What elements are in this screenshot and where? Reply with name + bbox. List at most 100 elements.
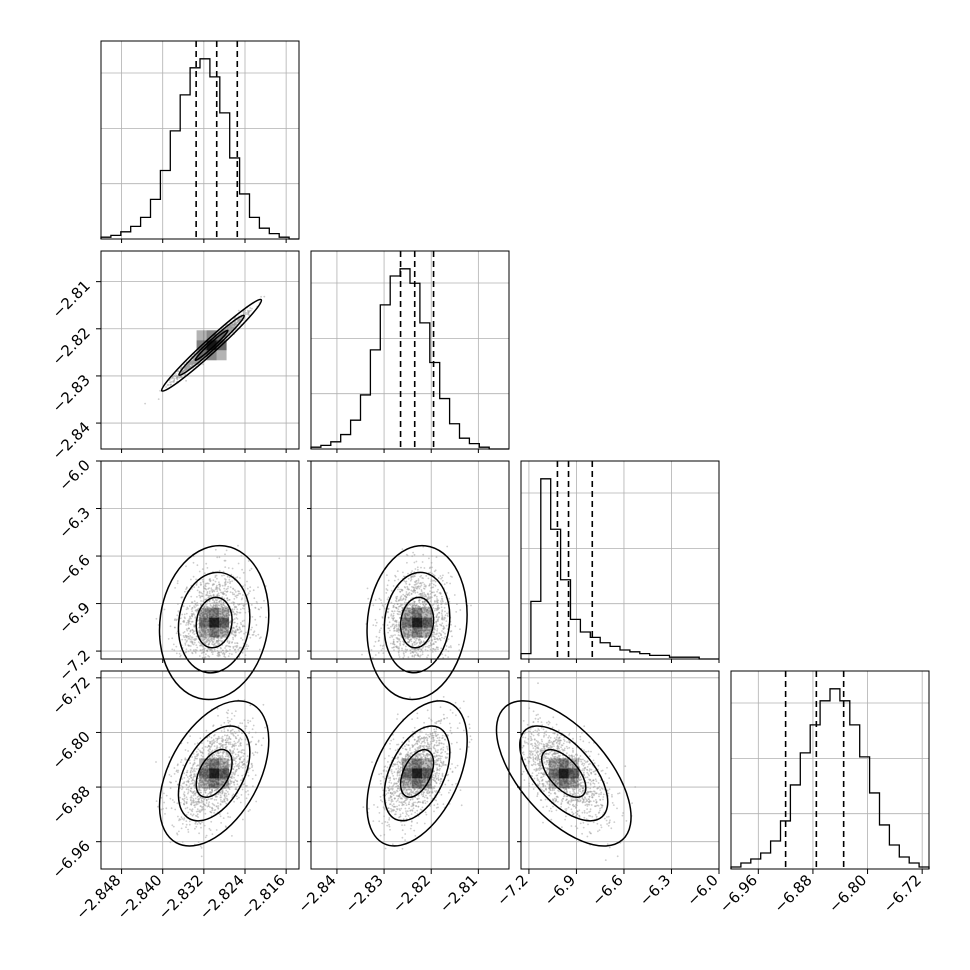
sample-point — [191, 651, 194, 654]
sample-point — [210, 595, 213, 597]
sample-point — [234, 629, 237, 632]
sample-point — [217, 806, 219, 809]
sample-point — [185, 565, 187, 568]
sample-point — [173, 767, 176, 769]
sample-point — [196, 601, 199, 604]
sample-point — [433, 594, 436, 597]
sample-point — [406, 637, 409, 640]
sample-point — [189, 629, 192, 632]
sample-point — [192, 361, 195, 364]
sample-point — [436, 637, 439, 640]
sample-point — [217, 805, 220, 807]
sample-point — [185, 379, 188, 382]
sample-point — [227, 729, 229, 731]
sample-point — [219, 584, 222, 587]
sample-point — [361, 653, 363, 656]
sample-point — [203, 616, 206, 618]
sample-point — [410, 589, 413, 592]
sample-point — [247, 645, 250, 647]
sample-point — [424, 585, 427, 588]
panel-background-3-3 — [731, 671, 929, 869]
sample-point — [438, 612, 440, 614]
sample-point — [243, 752, 246, 755]
sample-point — [207, 614, 210, 617]
sample-point — [213, 631, 216, 634]
sample-point — [211, 833, 214, 836]
sample-point — [413, 602, 416, 604]
sample-point — [204, 584, 207, 587]
sample-point — [252, 589, 255, 592]
sample-point — [186, 629, 189, 632]
sample-point — [201, 568, 204, 570]
sample-point — [198, 591, 201, 594]
sample-point — [209, 579, 212, 582]
sample-point — [443, 606, 446, 609]
sample-point — [399, 613, 401, 616]
sample-point — [428, 567, 431, 570]
sample-point — [444, 614, 447, 617]
sample-point — [190, 795, 193, 797]
sample-point — [213, 583, 215, 586]
sample-point — [187, 791, 190, 793]
sample-point — [263, 295, 266, 298]
sample-point — [413, 636, 416, 639]
sample-point — [436, 613, 439, 615]
sample-point — [179, 796, 182, 799]
sample-point — [233, 634, 236, 637]
sample-point — [200, 652, 203, 654]
sample-point — [401, 606, 403, 609]
sample-point — [194, 648, 197, 651]
sample-point — [227, 611, 230, 613]
sample-point — [390, 642, 392, 645]
sample-point — [191, 607, 194, 609]
sample-point — [392, 623, 395, 626]
sample-point — [176, 580, 179, 582]
sample-point — [186, 806, 189, 809]
sample-point — [237, 604, 240, 606]
sample-point — [405, 645, 407, 648]
sample-point — [245, 643, 248, 646]
sample-point — [181, 841, 184, 843]
sample-point — [246, 580, 248, 583]
sample-point — [209, 798, 212, 800]
sample-point — [220, 603, 222, 606]
sample-point — [200, 629, 203, 631]
sample-point — [408, 583, 411, 586]
sample-point — [200, 635, 203, 638]
sample-point — [217, 602, 219, 605]
sample-point — [432, 643, 434, 646]
sample-point — [186, 639, 188, 642]
sample-point — [191, 638, 193, 640]
sample-point — [202, 580, 205, 583]
sample-point — [204, 656, 207, 658]
sample-point — [445, 624, 448, 627]
sample-point — [200, 633, 203, 636]
sample-point — [419, 629, 422, 632]
sample-point — [232, 793, 235, 796]
sample-point — [429, 593, 432, 595]
sample-point — [387, 616, 390, 619]
sample-point — [397, 613, 400, 616]
sample-point — [395, 620, 397, 622]
sample-point — [424, 645, 427, 648]
sample-point — [215, 602, 218, 605]
sample-point — [406, 633, 408, 636]
sample-point — [194, 652, 197, 654]
sample-point — [459, 628, 461, 631]
sample-point — [258, 648, 261, 651]
sample-point — [187, 650, 190, 653]
sample-point — [406, 588, 409, 591]
sample-point — [211, 809, 214, 812]
sample-point — [226, 641, 229, 643]
sample-point — [204, 582, 207, 585]
sample-point — [399, 634, 401, 637]
sample-point — [378, 597, 381, 600]
sample-point — [441, 610, 444, 613]
sample-point — [218, 604, 221, 607]
sample-point — [447, 638, 450, 640]
sample-point — [243, 619, 246, 622]
sample-point — [408, 613, 411, 616]
sample-point — [228, 598, 231, 601]
sample-point — [213, 648, 216, 651]
sample-point — [204, 629, 207, 632]
